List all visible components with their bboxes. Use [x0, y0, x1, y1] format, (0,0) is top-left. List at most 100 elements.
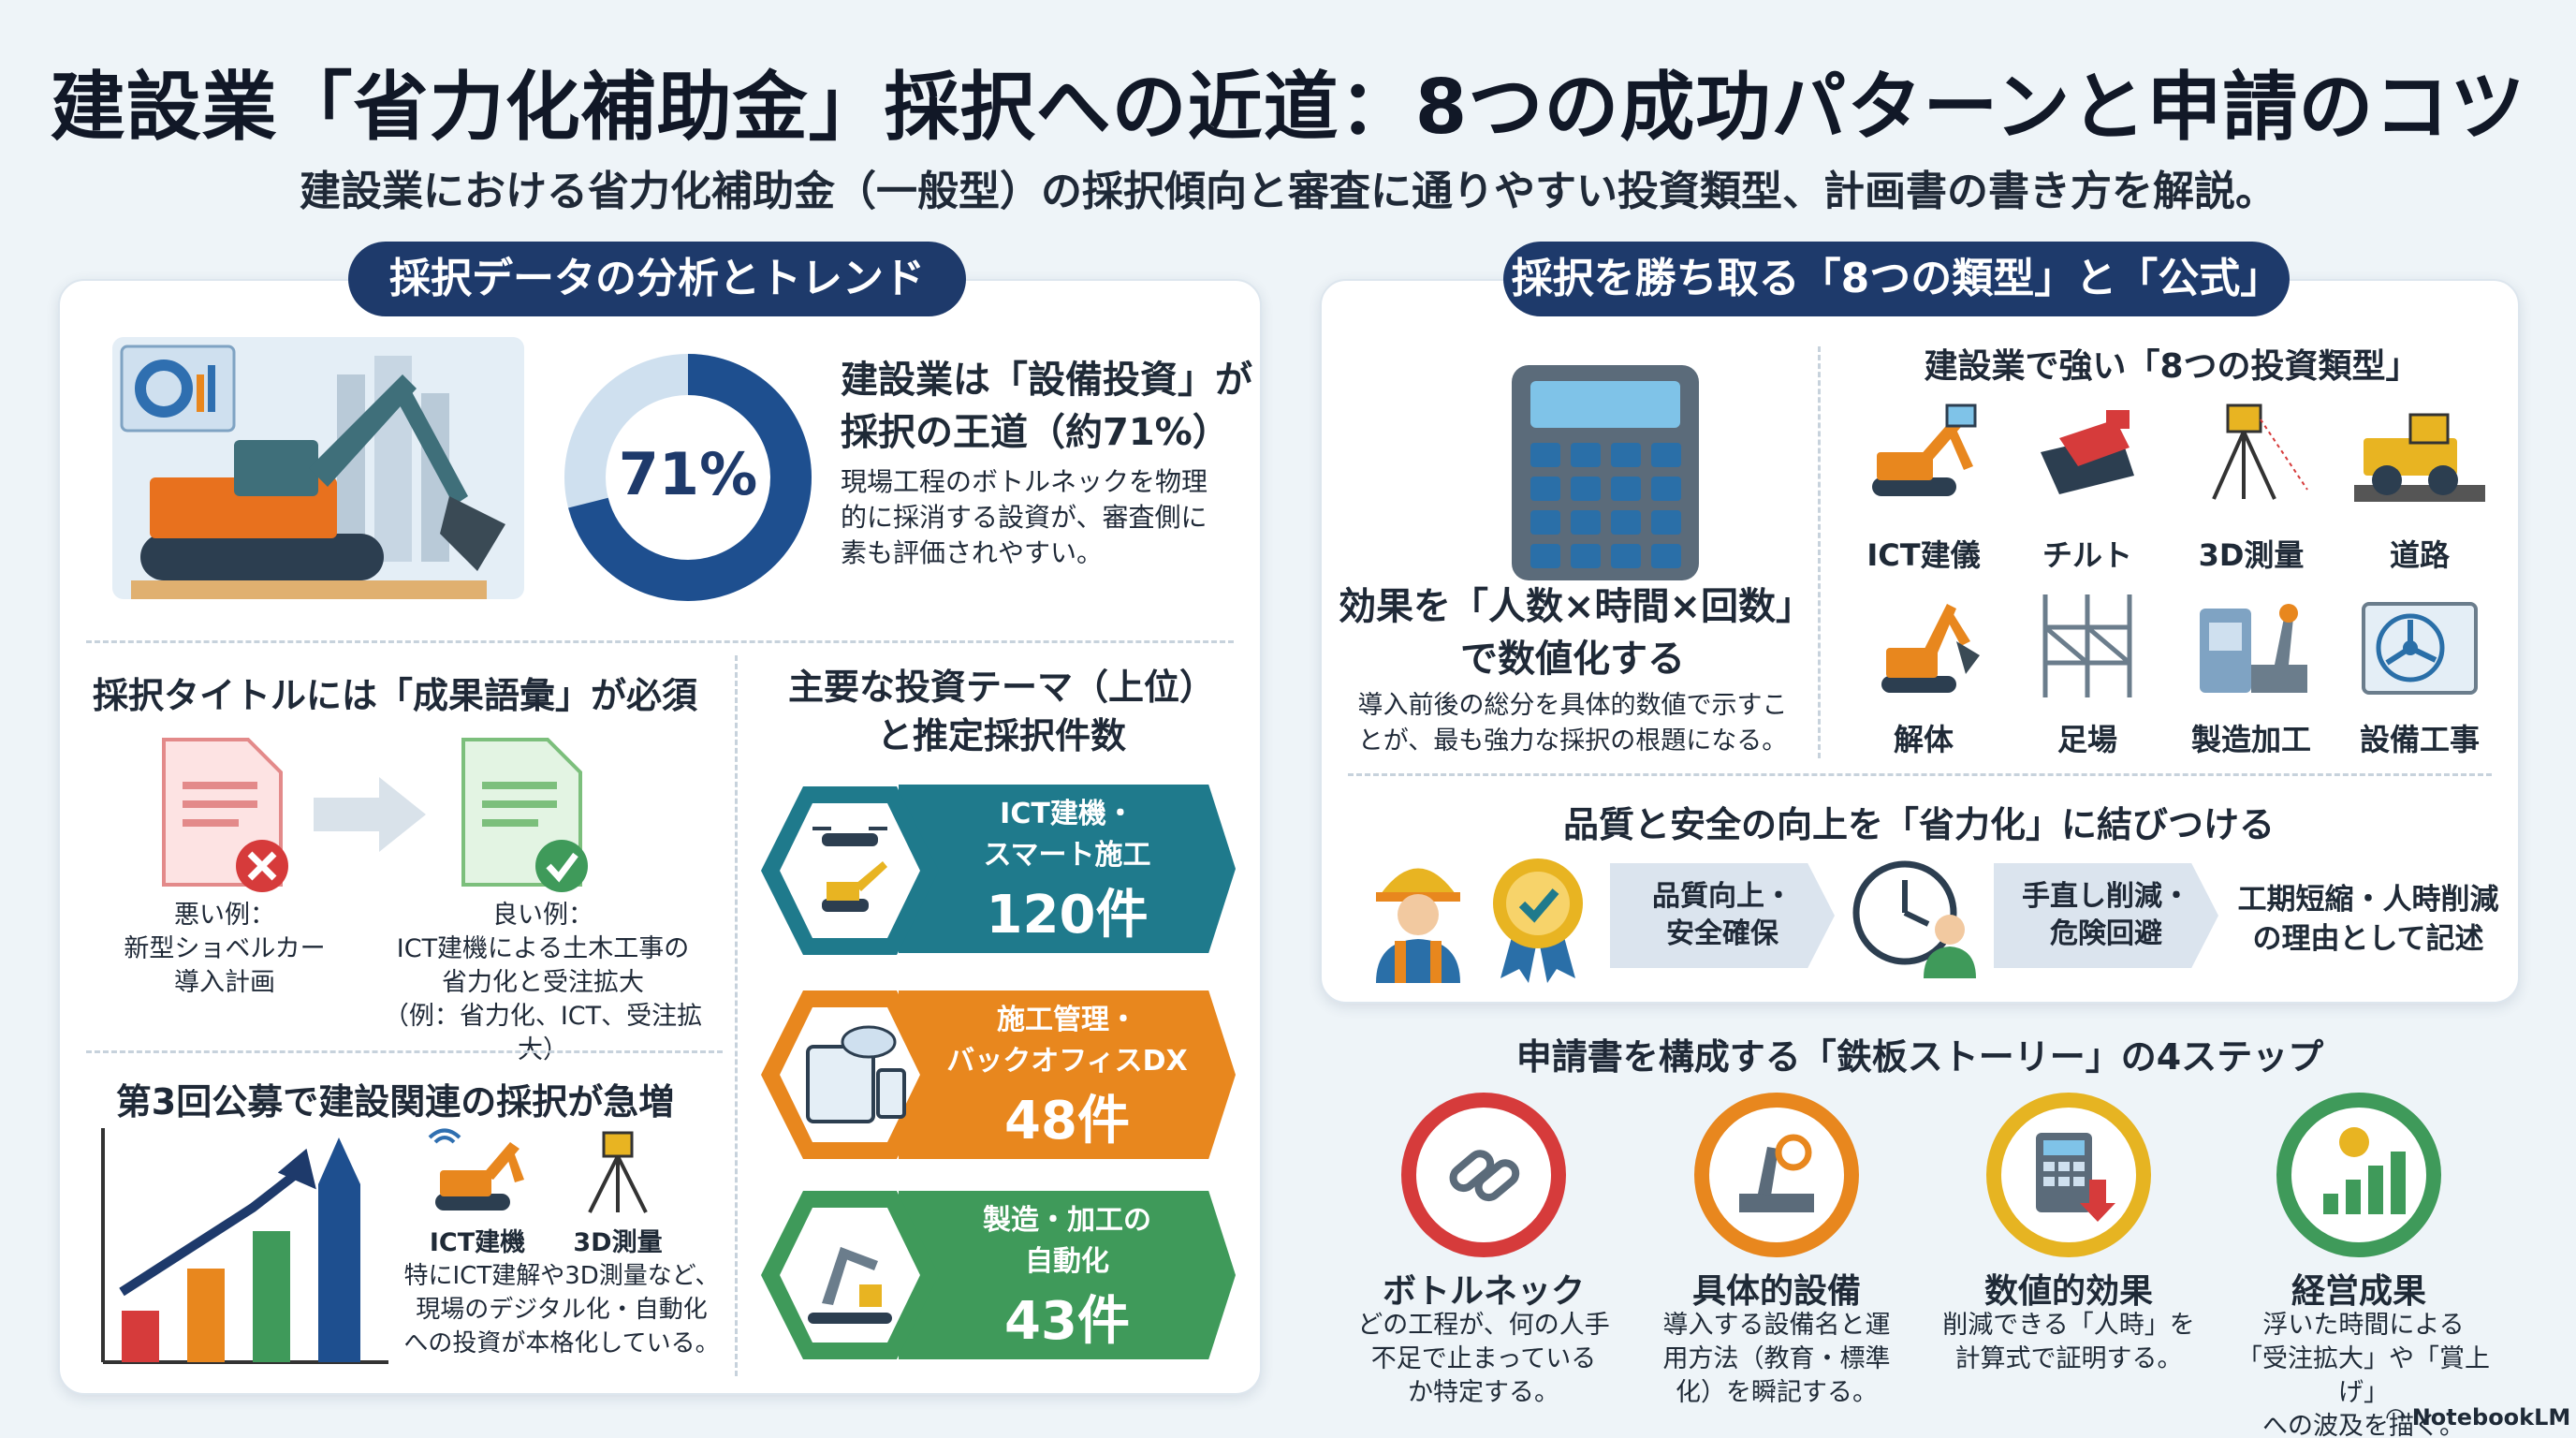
theme-automation-name-line1: 製造・加工の	[983, 1203, 1151, 1237]
left-divider-h2	[86, 1050, 723, 1053]
step-title-bottleneck: ボトルネック	[1382, 1272, 1585, 1311]
good-example-text: 良い例： ICT建機による土木工事の 省力化と受注拡大 （例：省力化、ICT、受…	[365, 899, 721, 1067]
quality-result-line2: の理由として記述	[2252, 922, 2484, 956]
trend-icon1-label: ICT建機	[429, 1228, 526, 1257]
brand-text: NotebookLM	[2411, 1404, 2571, 1431]
type-label-tilt: チルト	[2042, 537, 2132, 573]
growth-bar-chart-icon	[98, 1128, 388, 1367]
theme-dx-name-line1: 施工管理・	[997, 1003, 1137, 1036]
main-description-line3: 素も評価されやすい。	[841, 537, 1104, 568]
type-icon-equipment	[2359, 599, 2481, 702]
quality-arrow-box2: 手直し削減・ 危険回避	[1994, 863, 2218, 968]
quality-result: 工期短縮・人時削減 の理由として記述	[2228, 880, 2509, 959]
bad-example-line3: 導入計画	[174, 968, 275, 997]
left-divider-h	[86, 640, 1234, 643]
clock-person-icon	[1849, 857, 1980, 978]
step-desc-calculator-line1: 削減できる「人時」を	[1942, 1311, 2195, 1340]
step-desc-bottleneck-line3: か特定する。	[1408, 1378, 1559, 1407]
arrow-right-icon	[314, 777, 426, 852]
step-title-growth: 経営成果	[2291, 1272, 2426, 1311]
step-icon-calculator	[1984, 1091, 2153, 1259]
type-icon-survey	[2190, 401, 2312, 504]
step-desc-growth-line3: への波及を描く。	[2262, 1412, 2465, 1438]
main-description: 現場工程のボトルネックを物理 的に採消する設資が、審査側に 素も評価されやすい。	[841, 464, 1252, 571]
formula-description: 導入前後の総分を具体的数値で示すこ とが、最も強力な採択の根題になる。	[1339, 688, 1807, 759]
type-label-survey: 3D測量	[2198, 537, 2305, 573]
formula-description-line2: とが、最も強力な採択の根題になる。	[1357, 726, 1788, 756]
main-headline: 建設業は「設備投資」が 採択の王道（約71%）	[841, 354, 1252, 459]
bad-example-line1: 悪い例：	[174, 901, 275, 930]
step-icon-bottleneck	[1399, 1091, 1568, 1259]
trend-description: 特にICT建解や3D測量など、 現場のデジタル化・自動化 への投資が本格化してい…	[393, 1259, 730, 1360]
theme-bar-automation: 製造・加工の 自動化 43件	[899, 1191, 1236, 1359]
trend-description-line1: 特にICT建解や3D測量など、	[403, 1262, 720, 1290]
type-icon-manufacturing	[2190, 590, 2312, 702]
types-heading: 建設業で強い「8つの投資類型」	[1924, 347, 2420, 386]
step-desc-growth-line1: 浮いた時間による	[2262, 1311, 2465, 1340]
robot-arm-hex-icon	[756, 1181, 944, 1369]
theme-automation-name-line2: 自動化	[1025, 1244, 1109, 1278]
formula-title: 効果を「人数×時間×回数」 で数値化する	[1339, 580, 1814, 685]
worker-helmet-icon	[1367, 847, 1470, 983]
donut-value: 71%	[618, 440, 758, 508]
quality-box1-line1: 品質向上・	[1652, 880, 1793, 913]
step-desc-bottleneck-line2: 不足で止まっている	[1370, 1344, 1597, 1373]
step-desc-calculator: 削減できる「人時」を 計算式で証明する。	[1933, 1309, 2204, 1376]
quality-badge-icon	[1486, 852, 1589, 983]
quality-box2-line2: 危険回避	[2050, 917, 2162, 950]
formula-title-line1: 効果を「人数×時間×回数」	[1339, 585, 1814, 628]
theme-ict-count: 120件	[986, 884, 1149, 946]
step-desc-equipment-line2: 用方法（教育・標準	[1662, 1344, 1891, 1373]
excavator-illustration	[94, 337, 543, 618]
formula-description-line1: 導入前後の総分を具体的数値で示すこ	[1357, 691, 1788, 720]
left-divider-v	[735, 655, 738, 1376]
step-desc-equipment-line1: 導入する設備名と運	[1662, 1311, 1891, 1340]
trend-description-line3: への投資が本格化している。	[403, 1329, 720, 1357]
step-icon-equipment	[1692, 1091, 1861, 1259]
type-label-ict: ICT建儀	[1866, 537, 1981, 573]
quality-box2-line1: 手直し削減・	[2022, 880, 2190, 913]
bad-document-icon	[154, 735, 295, 894]
main-description-line2: 的に採消する設資が、審査側に	[841, 502, 1208, 533]
formula-title-line2: で数値化する	[1460, 638, 1685, 681]
quality-heading: 品質と安全の向上を「省力化」に結びつける	[1562, 804, 2275, 845]
theme-ict-name-line1: ICT建機・	[1000, 797, 1134, 830]
notebooklm-icon: ◠	[2385, 1403, 2407, 1431]
bad-example-line2: 新型ショベルカー	[124, 934, 326, 963]
step-desc-equipment: 導入する設備名と運 用方法（教育・標準 化）を瞬記する。	[1641, 1309, 1912, 1410]
ict-excavator-icon	[426, 1128, 529, 1217]
type-label-scaffold: 足場	[2056, 722, 2117, 757]
step-title-equipment: 具体的設備	[1691, 1272, 1861, 1311]
tablet-cloud-hex-icon	[756, 981, 944, 1168]
step-desc-bottleneck: どの工程が、何の人手 不足で止まっている か特定する。	[1348, 1309, 1619, 1410]
right-divider-h	[1348, 773, 2492, 776]
themes-heading-line1: 主要な投資テーマ（上位）	[787, 667, 1215, 708]
good-example-line3: 省力化と受注拡大	[442, 968, 644, 997]
step-desc-bottleneck-line1: どの工程が、何の人手	[1357, 1311, 1610, 1340]
theme-bar-ict: ICT建機・ スマート施工 120件	[899, 785, 1236, 953]
donut-chart	[557, 346, 819, 609]
page-subtitle: 建設業における省力化補助金（一般型）の採択傾向と審査に通りやすい投資類型、計画書…	[300, 168, 2276, 215]
type-label-road: 道路	[2389, 537, 2450, 573]
step-desc-equipment-line3: 化）を瞬記する。	[1676, 1378, 1878, 1407]
type-label-demolition: 解体	[1893, 722, 1954, 757]
type-icon-ict	[1863, 401, 1984, 504]
type-label-equipment: 設備工事	[2359, 722, 2480, 757]
left-section-pill: 採択データの分析とトレンド	[348, 242, 966, 316]
step-title-calculator: 数値的効果	[1983, 1272, 2153, 1311]
main-description-line1: 現場工程のボトルネックを物理	[841, 466, 1208, 497]
themes-heading-line2: と推定採択件数	[876, 715, 1126, 756]
step-desc-growth: 浮いた時間による 「受注拡大」や「賞上げ」 への波及を描く。	[2223, 1309, 2504, 1438]
main-headline-line1: 建設業は「設備投資」が	[841, 359, 1252, 402]
step-desc-calculator-line2: 計算式で証明する。	[1954, 1344, 2183, 1373]
theme-dx-count: 48件	[1004, 1090, 1130, 1152]
steps-heading: 申請書を構成する「鉄板ストーリー」の4ステップ	[1515, 1036, 2324, 1078]
drone-excavator-hex-icon	[756, 777, 944, 964]
theme-bar-dx: 施工管理・ バックオフィスDX 48件	[899, 990, 1236, 1159]
title-section-heading: 採択タイトルには「成果語彙」が必須	[92, 675, 697, 716]
quality-box1-line2: 安全確保	[1666, 917, 1778, 950]
trend-description-line2: 現場のデジタル化・自動化	[416, 1296, 708, 1324]
type-icon-tilt	[2027, 401, 2148, 504]
main-headline-line2: 採択の王道（約71%）	[841, 411, 1230, 454]
theme-dx-name-line2: バックオフィスDX	[946, 1044, 1188, 1078]
